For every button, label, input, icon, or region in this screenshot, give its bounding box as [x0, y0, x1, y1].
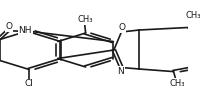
Text: O: O: [6, 22, 13, 31]
Text: O: O: [118, 23, 125, 32]
Text: CH₃: CH₃: [169, 79, 185, 88]
Text: CH₃: CH₃: [77, 16, 93, 24]
Text: Cl: Cl: [25, 80, 34, 88]
Text: CH₃: CH₃: [185, 11, 200, 20]
Text: NH: NH: [18, 26, 32, 35]
Text: N: N: [117, 67, 124, 76]
